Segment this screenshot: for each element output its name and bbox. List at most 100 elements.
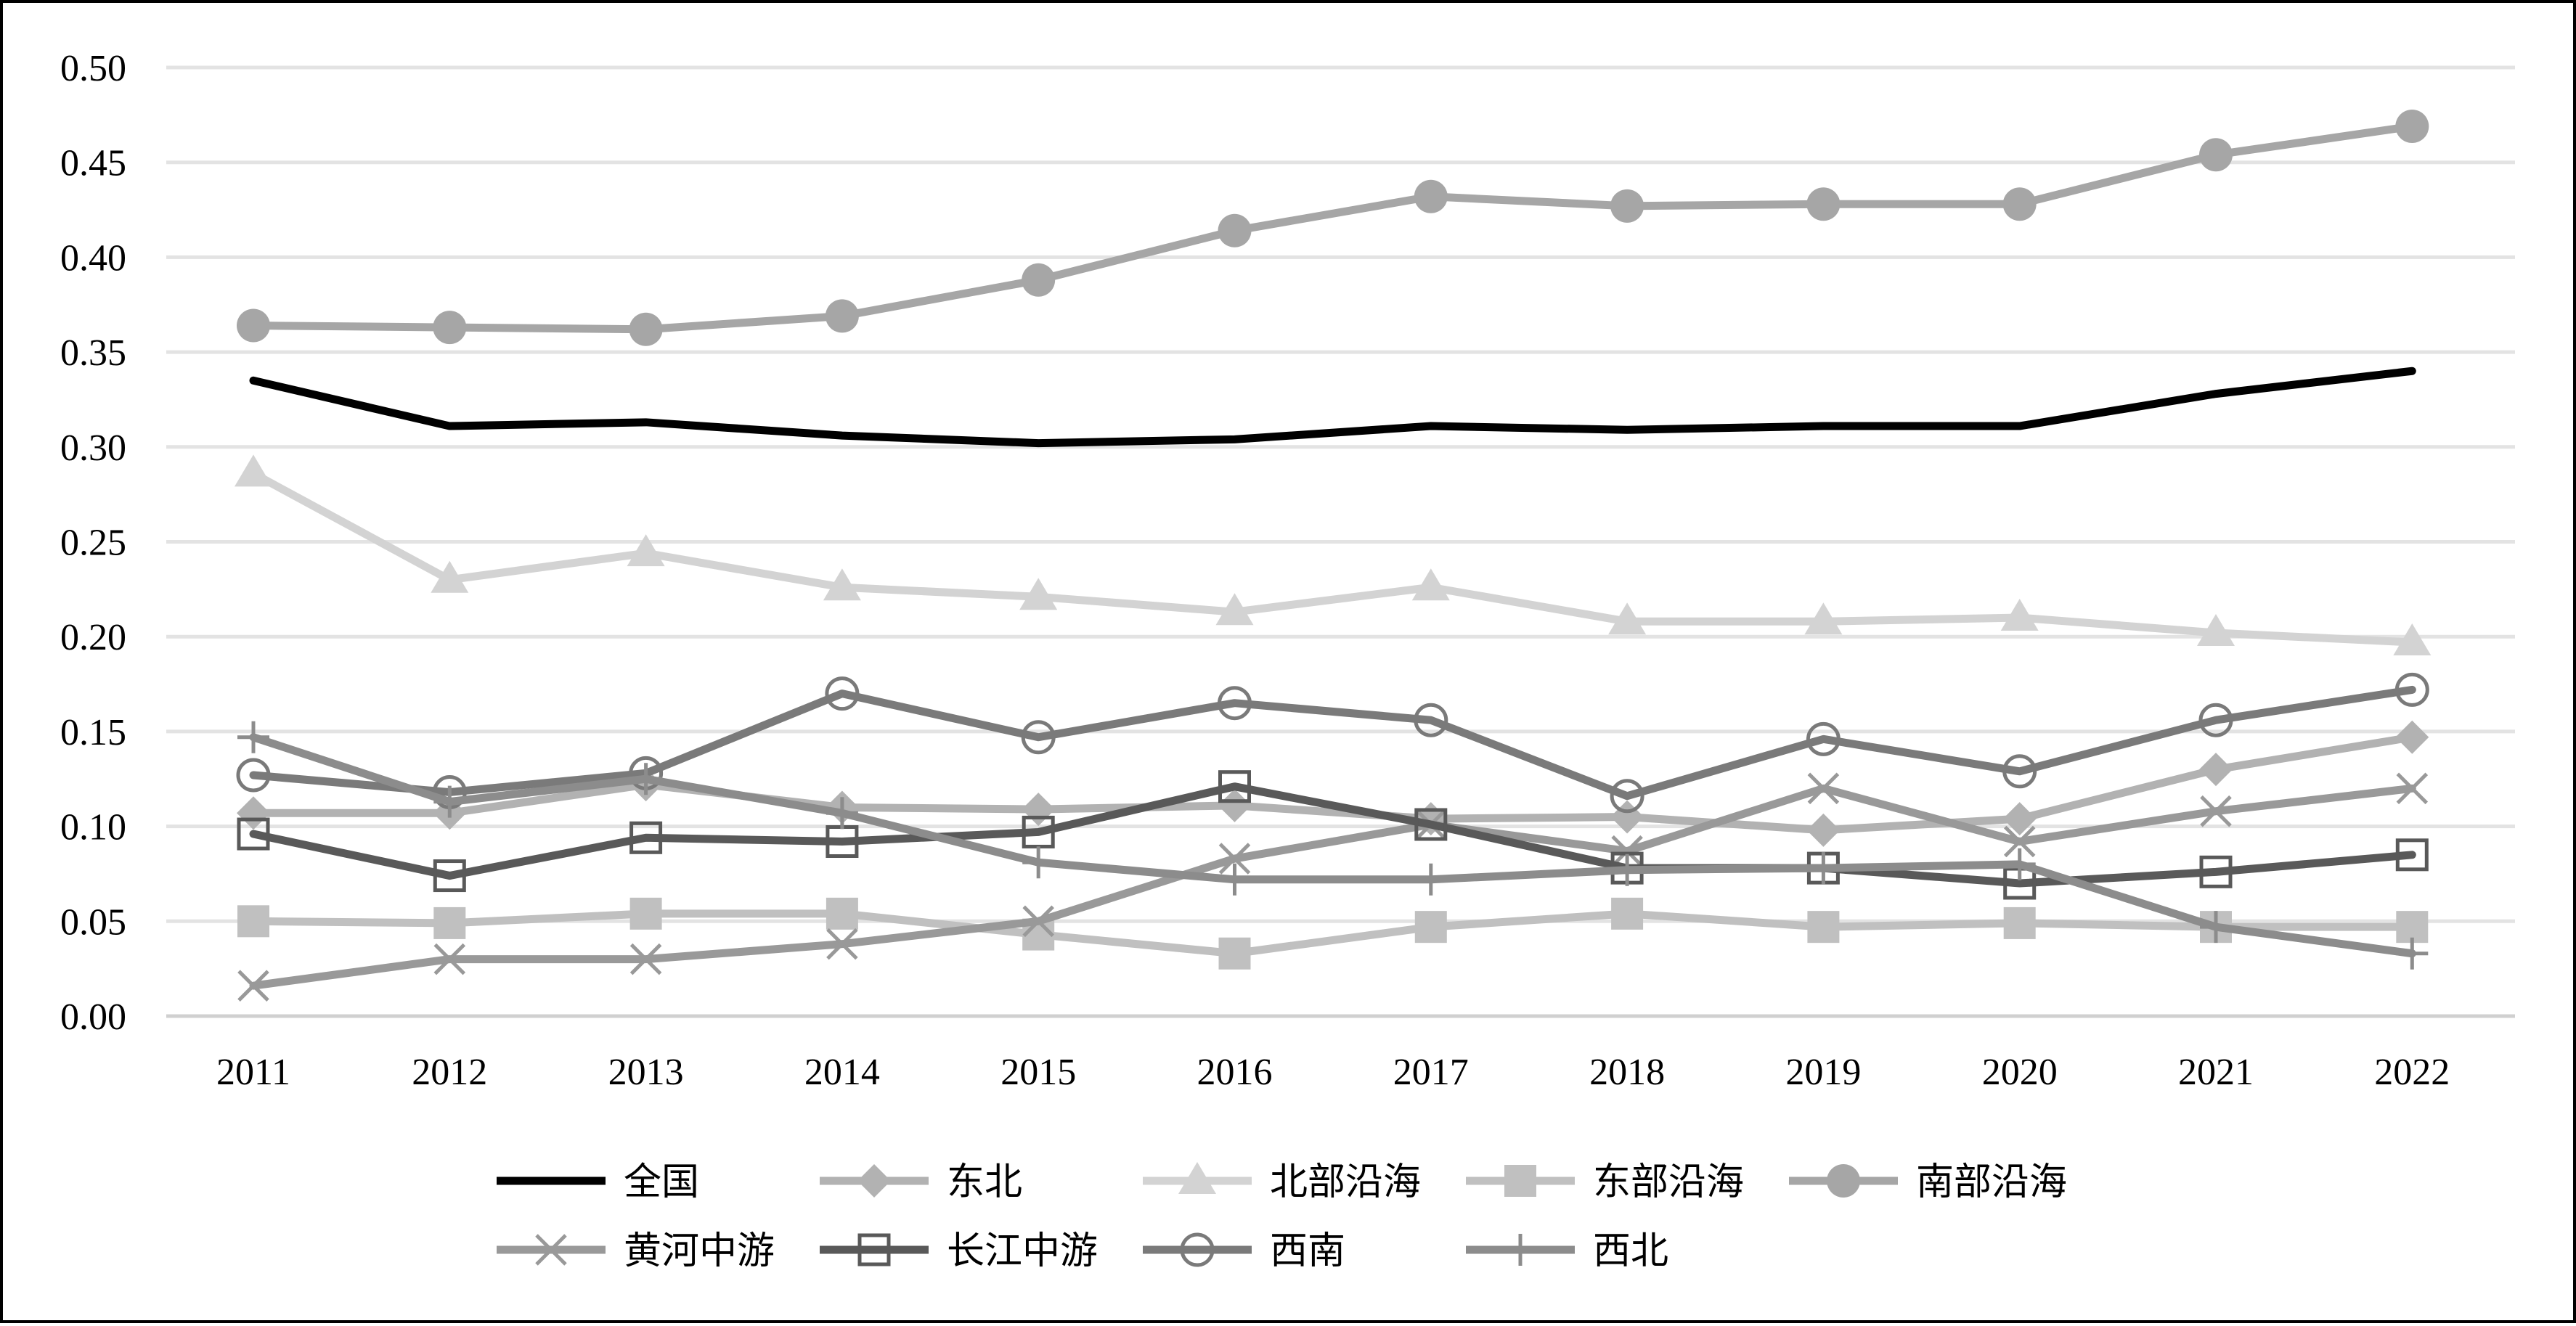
- series-line: [249, 367, 2416, 448]
- data-point-3-9: [2003, 906, 2036, 939]
- y-tick-label: 0.30: [60, 427, 126, 469]
- data-point-legend-8: [1504, 1234, 1536, 1266]
- data-point-1-8: [1806, 813, 1841, 847]
- data-point-1-0: [237, 796, 270, 830]
- data-point-4-10: [2199, 138, 2233, 172]
- x-tick-label: 2015: [1000, 1052, 1076, 1093]
- data-point-8-5: [1218, 863, 1251, 896]
- data-point-1-11: [2395, 720, 2429, 754]
- data-point-3-6: [1414, 911, 1447, 944]
- legend-item: 东部沿海: [1466, 1161, 1744, 1204]
- data-point-6-0: [237, 817, 270, 851]
- series-line: [249, 685, 2416, 801]
- legend-label: 西北: [1593, 1229, 1668, 1273]
- series-line: [249, 784, 2416, 990]
- y-tick-label: 0.20: [60, 617, 126, 658]
- data-point-1-9: [2002, 802, 2037, 836]
- data-point-5-2: [629, 943, 662, 975]
- series-group: [237, 772, 2429, 1002]
- data-point-4-3: [825, 299, 859, 333]
- data-point-8-2: [629, 763, 662, 795]
- x-tick-label: 2022: [2374, 1052, 2450, 1093]
- data-point-3-0: [237, 905, 269, 938]
- data-point-4-8: [1806, 187, 1841, 221]
- legend-item: 南部沿海: [1789, 1161, 2067, 1204]
- x-tick-label: 2011: [216, 1052, 290, 1093]
- legend-item: 全国: [497, 1161, 699, 1204]
- data-point-legend-3: [1504, 1165, 1536, 1197]
- axis-layer: 0.00 0.05 0.10 0.15 0.20 0.25 0.30 0.35 0.40 0.45…: [60, 48, 2450, 1093]
- data-point-2-7: [1608, 602, 1647, 635]
- data-point-8-4: [1022, 846, 1055, 879]
- data-point-2-8: [1804, 602, 1843, 635]
- data-point-5-5: [1218, 843, 1251, 875]
- data-point-3-5: [1218, 937, 1251, 970]
- data-point-3-3: [826, 897, 858, 930]
- data-point-6-6: [1414, 808, 1448, 841]
- legend-item: 北部沿海: [1143, 1161, 1421, 1204]
- legend-item: 西北: [1466, 1229, 1668, 1273]
- data-point-2-1: [431, 560, 469, 593]
- y-tick-label: 0.05: [60, 901, 126, 943]
- legend-item: 长江中游: [820, 1229, 1098, 1273]
- legend-label: 东部沿海: [1593, 1161, 1744, 1204]
- data-point-5-9: [2003, 825, 2036, 858]
- data-point-7-8: [1806, 721, 1841, 756]
- data-point-5-11: [2396, 772, 2429, 805]
- data-point-3-2: [629, 897, 662, 930]
- data-point-legend-4: [1827, 1164, 1860, 1198]
- data-point-legend-6: [857, 1233, 891, 1266]
- legend-label: 全国: [624, 1161, 699, 1204]
- data-point-4-4: [1022, 263, 1056, 297]
- data-point-2-0: [235, 454, 272, 487]
- data-point-6-2: [629, 821, 663, 854]
- data-point-8-7: [1611, 854, 1644, 886]
- data-point-7-3: [825, 676, 860, 711]
- data-point-4-0: [237, 308, 270, 343]
- data-point-2-4: [1019, 578, 1058, 610]
- series-layer: [235, 110, 2432, 1002]
- data-point-5-8: [1807, 772, 1840, 805]
- legend-label: 长江中游: [947, 1229, 1098, 1273]
- legend-label: 东北: [947, 1161, 1022, 1204]
- data-point-4-9: [2002, 187, 2037, 221]
- data-point-legend-1: [857, 1164, 891, 1198]
- legend-label: 北部沿海: [1270, 1161, 1421, 1204]
- data-point-7-4: [1021, 720, 1056, 755]
- y-tick-label: 0.35: [60, 332, 126, 374]
- data-point-4-2: [629, 312, 663, 346]
- data-point-2-2: [627, 534, 665, 567]
- data-point-6-10: [2199, 855, 2233, 888]
- data-point-5-3: [826, 928, 858, 960]
- data-point-7-5: [1218, 686, 1252, 721]
- data-point-5-1: [433, 943, 466, 975]
- y-tick-label: 0.25: [60, 523, 126, 564]
- legend-label: 黄河中游: [624, 1229, 775, 1273]
- data-point-8-1: [433, 785, 466, 818]
- x-tick-label: 2014: [804, 1052, 880, 1093]
- line-chart: 0.00 0.05 0.10 0.15 0.20 0.25 0.30 0.35 0.40 0.45…: [60, 48, 2515, 1273]
- series-group: [235, 454, 2432, 656]
- x-tick-label: 2013: [608, 1052, 684, 1093]
- data-point-8-0: [237, 721, 269, 753]
- y-tick-label: 0.50: [60, 48, 126, 89]
- data-point-2-9: [2000, 599, 2039, 631]
- data-point-1-5: [1218, 788, 1252, 822]
- data-point-8-9: [2003, 848, 2036, 880]
- data-point-4-11: [2395, 110, 2429, 144]
- data-point-6-5: [1218, 770, 1251, 803]
- legend-item: 西南: [1143, 1229, 1345, 1273]
- legend-label: 西南: [1270, 1229, 1345, 1273]
- data-point-6-1: [433, 859, 466, 893]
- data-point-2-6: [1411, 568, 1450, 601]
- x-tick-label: 2012: [412, 1052, 487, 1093]
- data-point-3-8: [1807, 911, 1840, 944]
- x-tick-label: 2017: [1393, 1052, 1469, 1093]
- series-line: [249, 733, 2416, 835]
- x-tick-label: 2016: [1197, 1052, 1273, 1093]
- series-group: [237, 721, 2429, 970]
- data-point-8-6: [1414, 863, 1447, 896]
- series-line: [249, 782, 2416, 888]
